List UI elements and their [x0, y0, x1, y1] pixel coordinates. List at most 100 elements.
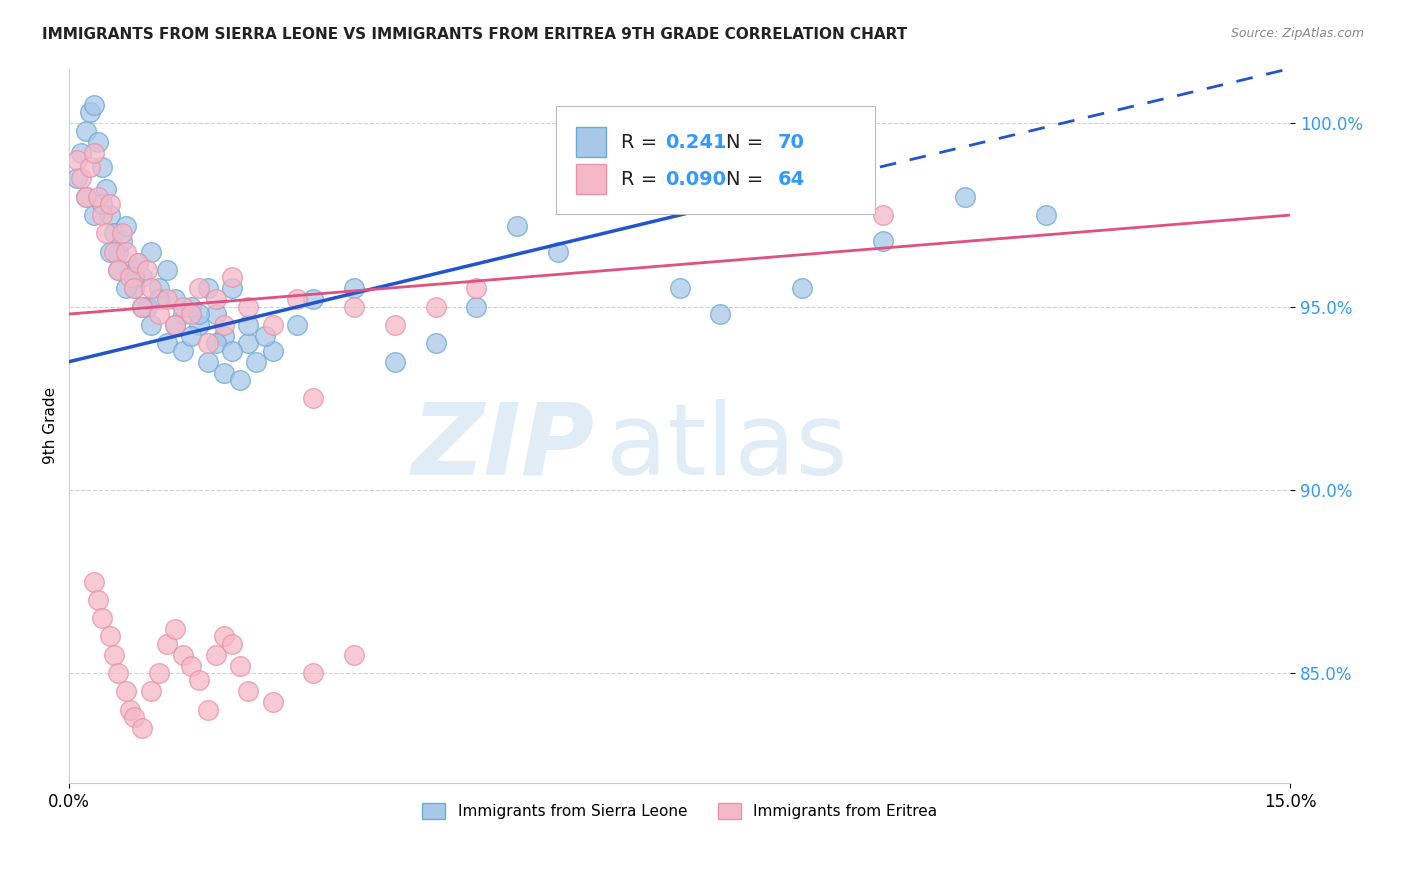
Point — [197, 703, 219, 717]
Point — [262, 343, 284, 358]
Point — [172, 648, 194, 662]
Point — [384, 354, 406, 368]
Point — [465, 281, 488, 295]
Point — [627, 171, 650, 186]
Point — [262, 695, 284, 709]
Legend: Immigrants from Sierra Leone, Immigrants from Eritrea: Immigrants from Sierra Leone, Immigrants… — [416, 797, 943, 825]
Y-axis label: 9th Grade: 9th Grade — [44, 387, 58, 465]
Point — [124, 710, 146, 724]
Point — [90, 208, 112, 222]
Point — [111, 234, 134, 248]
Point — [120, 270, 142, 285]
Point — [180, 300, 202, 314]
Point — [70, 145, 93, 160]
Text: 70: 70 — [778, 133, 804, 152]
Text: Source: ZipAtlas.com: Source: ZipAtlas.com — [1230, 27, 1364, 40]
Point — [343, 281, 366, 295]
Point — [120, 703, 142, 717]
Point — [668, 281, 690, 295]
Point — [83, 98, 105, 112]
Point — [872, 208, 894, 222]
Point — [212, 318, 235, 332]
Point — [135, 300, 157, 314]
Point — [425, 300, 447, 314]
Point — [111, 227, 134, 241]
Point — [163, 293, 186, 307]
Point — [302, 666, 325, 681]
Point — [98, 630, 121, 644]
Point — [139, 281, 162, 295]
Point — [262, 318, 284, 332]
Point — [163, 318, 186, 332]
Point — [70, 171, 93, 186]
Point — [156, 336, 179, 351]
Point — [139, 318, 162, 332]
Point — [229, 658, 252, 673]
Point — [75, 190, 97, 204]
FancyBboxPatch shape — [576, 128, 606, 157]
Point — [156, 293, 179, 307]
Point — [115, 281, 138, 295]
Point — [148, 666, 170, 681]
Point — [253, 329, 276, 343]
Point — [302, 293, 325, 307]
Point — [172, 343, 194, 358]
Point — [156, 263, 179, 277]
Point — [66, 153, 89, 168]
Point — [238, 336, 260, 351]
Point — [131, 300, 153, 314]
Point — [384, 318, 406, 332]
Point — [197, 336, 219, 351]
Text: ZIP: ZIP — [411, 399, 595, 496]
Point — [180, 329, 202, 343]
Point — [163, 318, 186, 332]
Point — [212, 630, 235, 644]
Point — [83, 208, 105, 222]
Point — [790, 281, 813, 295]
Point — [107, 263, 129, 277]
Point — [197, 281, 219, 295]
Point — [221, 281, 243, 295]
Point — [107, 666, 129, 681]
Point — [75, 190, 97, 204]
Point — [103, 648, 125, 662]
Text: R =: R = — [621, 169, 664, 189]
Point — [343, 648, 366, 662]
Point — [94, 227, 117, 241]
Point — [197, 354, 219, 368]
Point — [148, 307, 170, 321]
Text: 0.241: 0.241 — [665, 133, 727, 152]
FancyBboxPatch shape — [576, 164, 606, 194]
Point — [90, 197, 112, 211]
Point — [285, 318, 308, 332]
Point — [465, 300, 488, 314]
Point — [103, 244, 125, 259]
Point — [221, 270, 243, 285]
Point — [79, 105, 101, 120]
Point — [588, 190, 610, 204]
Point — [1035, 208, 1057, 222]
Text: atlas: atlas — [606, 399, 848, 496]
Point — [139, 684, 162, 698]
Text: N =: N = — [725, 169, 769, 189]
Point — [188, 281, 211, 295]
Point — [343, 300, 366, 314]
Point — [98, 244, 121, 259]
Point — [172, 307, 194, 321]
Text: N =: N = — [725, 133, 769, 152]
Point — [172, 300, 194, 314]
Point — [204, 648, 226, 662]
Point — [204, 336, 226, 351]
Point — [107, 244, 129, 259]
Point — [547, 244, 569, 259]
Point — [98, 208, 121, 222]
Point — [188, 318, 211, 332]
Point — [139, 244, 162, 259]
Point — [90, 611, 112, 625]
Point — [188, 307, 211, 321]
Point — [238, 318, 260, 332]
FancyBboxPatch shape — [557, 105, 875, 213]
Point — [87, 190, 110, 204]
Point — [302, 392, 325, 406]
Point — [180, 658, 202, 673]
